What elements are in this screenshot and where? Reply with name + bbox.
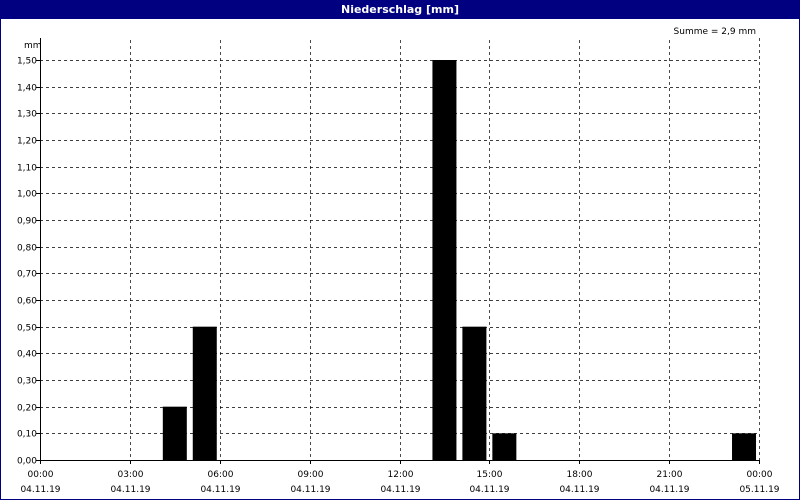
y-tick-label: 1,40 (17, 84, 37, 94)
bars-group (162, 60, 757, 460)
bar (432, 60, 457, 460)
x-tick-date-label: 04.11.19 (380, 485, 420, 495)
x-tick-date-label: 04.11.19 (649, 485, 689, 495)
x-tick-time-label: 21:00 (657, 470, 683, 480)
y-tick-labels: 0,00 0,10 0,20 0,30 0,40 0,50 0,60 0,70 0,80 0,90… (17, 57, 37, 467)
x-tick-time-label: 12:00 (388, 470, 414, 480)
y-tick-label: 0,80 (17, 244, 37, 254)
y-tick-label: 0,00 (17, 457, 37, 467)
axes (36, 38, 760, 464)
x-tick-time-label: 03:00 (118, 470, 144, 480)
y-tick-label: 0,60 (17, 297, 37, 307)
bar (192, 326, 217, 460)
bar (492, 433, 517, 460)
x-tick-time-label: 09:00 (298, 470, 324, 480)
x-tick-time-label: 06:00 (208, 470, 234, 480)
window-title: Niederschlag [mm] (1, 1, 799, 19)
x-tick-date-label: 04.11.19 (110, 485, 150, 495)
x-tick-labels: 00:00 04.11.19 03:00 04.11.19 06:00 04.11.19 0… (20, 470, 779, 495)
y-tick-label: 0,70 (17, 270, 37, 280)
grid-lines (40, 38, 760, 460)
bar (462, 326, 487, 460)
y-tick-label: 1,20 (17, 137, 37, 147)
y-tick-label: 0,20 (17, 404, 37, 414)
y-tick-label: 1,00 (17, 190, 37, 200)
y-tick-label: 1,50 (17, 57, 37, 67)
y-tick-label: 0,30 (17, 377, 37, 387)
y-tick-label: 0,90 (17, 217, 37, 227)
x-tick-time-label: 15:00 (477, 470, 503, 480)
y-tick-label: 0,50 (17, 324, 37, 334)
x-tick-date-label: 04.11.19 (290, 485, 330, 495)
sum-annotation: Summe = 2,9 mm (674, 27, 756, 37)
x-tick-time-label: 18:00 (567, 470, 593, 480)
x-tick-time-label: 00:00 (747, 470, 773, 480)
bar (162, 406, 187, 460)
x-tick-date-label: 04.11.19 (20, 485, 60, 495)
y-tick-label: 0,40 (17, 350, 37, 360)
x-tick-date-label: 04.11.19 (469, 485, 509, 495)
y-tick-label: 0,10 (17, 430, 37, 440)
x-tick-date-label: 05.11.19 (739, 485, 779, 495)
y-tick-label: 1,30 (17, 110, 37, 120)
y-tick-label: 1,10 (17, 164, 37, 174)
bar (732, 433, 757, 460)
x-tick-date-label: 04.11.19 (200, 485, 240, 495)
x-tick-time-label: 00:00 (28, 470, 54, 480)
x-tick-date-label: 04.11.19 (559, 485, 599, 495)
y-axis-unit-label: mm (24, 41, 42, 51)
